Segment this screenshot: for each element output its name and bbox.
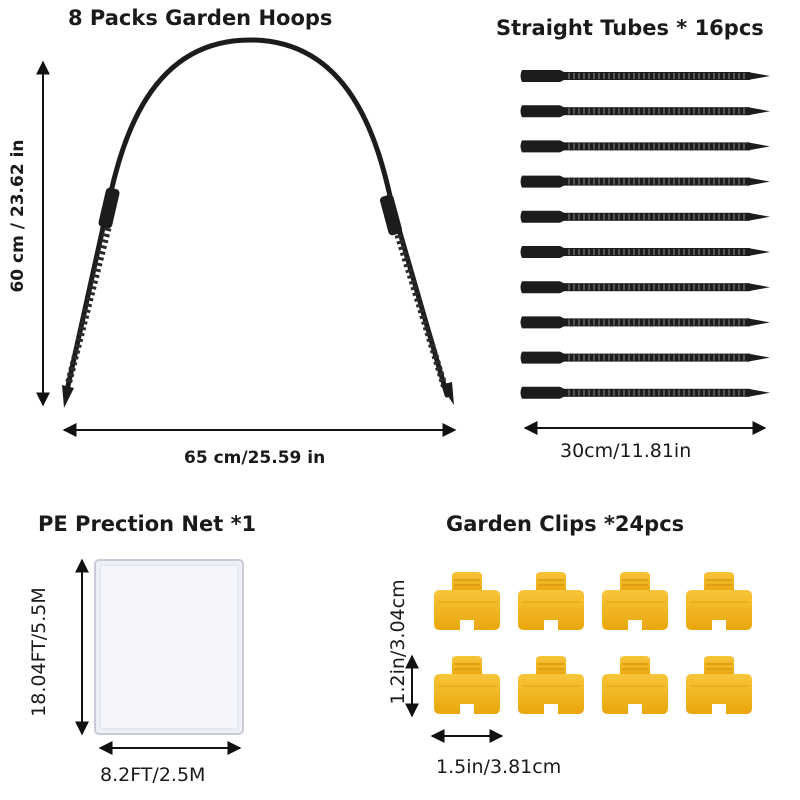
- protection-net: [94, 559, 244, 735]
- straight-tube: [520, 175, 770, 188]
- garden-clip: [686, 572, 752, 630]
- garden-clip: [434, 572, 500, 630]
- net-width-label: 8.2FT/2.5M: [100, 764, 206, 786]
- straight-tube: [520, 105, 770, 118]
- straight-tube: [520, 246, 770, 258]
- straight-tube: [520, 316, 770, 329]
- hoops-title: 8 Packs Garden Hoops: [68, 6, 333, 30]
- straight-tube: [520, 281, 770, 294]
- straight-tube: [520, 351, 770, 364]
- straight-tube: [520, 386, 770, 399]
- garden-clip: [602, 656, 668, 714]
- garden-clip: [518, 572, 584, 630]
- hoop-width-label: 65 cm/25.59 in: [184, 448, 326, 468]
- straight-tubes: [520, 70, 770, 399]
- garden-clips: [434, 572, 752, 714]
- garden-clip: [434, 656, 500, 714]
- straight-tube: [520, 210, 770, 223]
- straight-tube: [520, 140, 770, 153]
- garden-hoop: [62, 37, 454, 408]
- straight-tube: [520, 70, 770, 82]
- garden-clip: [686, 656, 752, 714]
- garden-clip: [602, 572, 668, 630]
- tubes-title: Straight Tubes * 16pcs: [496, 16, 764, 40]
- clip-width-label: 1.5in/3.81cm: [436, 756, 562, 778]
- garden-clip: [518, 656, 584, 714]
- tube-length-label: 30cm/11.81in: [560, 440, 692, 462]
- clips-title: Garden Clips *24pcs: [446, 512, 685, 536]
- net-title: PE Prection Net *1: [38, 512, 257, 536]
